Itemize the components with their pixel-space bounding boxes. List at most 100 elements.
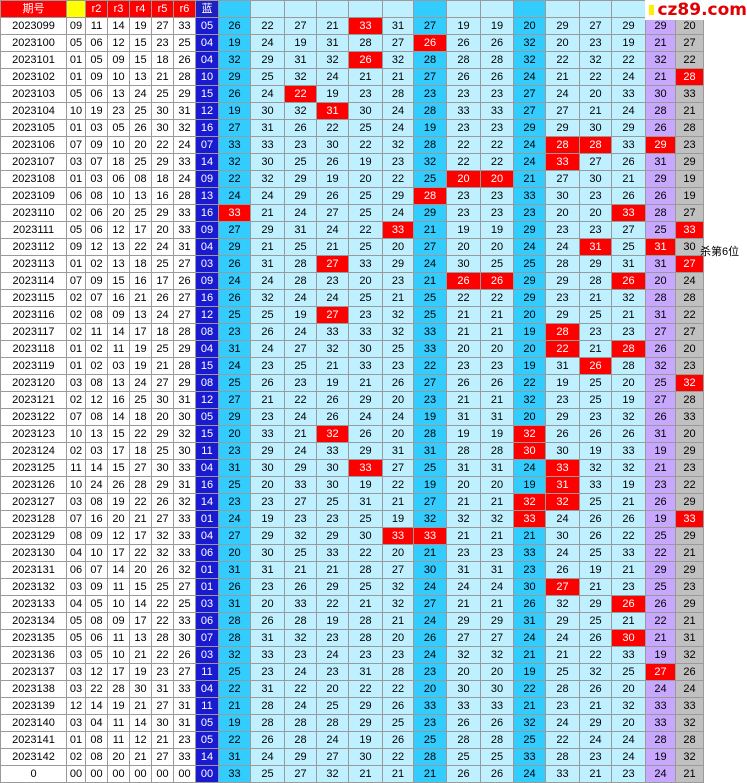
stat-cell: 23: [446, 357, 481, 375]
stat-cell: 20: [480, 340, 514, 358]
red-ball-cell: 19: [107, 697, 130, 715]
stat-cell: 25: [413, 289, 447, 307]
stat-cell: 25: [316, 697, 349, 715]
stat-cell-highlight: 28: [611, 340, 646, 358]
stat-cell: 25: [348, 289, 383, 307]
stat-cell: 31: [446, 459, 481, 477]
stat-cell: 31: [675, 629, 704, 647]
stat-cell: 21: [545, 68, 580, 86]
header-cell: [480, 0, 514, 18]
period-cell: 2023117: [0, 323, 67, 341]
stat-cell: 28: [250, 714, 285, 732]
red-ball-cell: 18: [129, 255, 152, 273]
stat-cell: 23: [413, 714, 447, 732]
stat-cell: 23: [480, 544, 514, 562]
stat-cell: 32: [284, 527, 317, 545]
stat-cell: 31: [545, 357, 580, 375]
stat-cell: 29: [579, 255, 612, 273]
stat-cell: 31: [218, 595, 251, 613]
stat-cell: 26: [284, 119, 317, 137]
stat-cell: 19: [413, 476, 447, 494]
header-cell: r6: [173, 0, 196, 18]
red-ball-cell: 29: [173, 340, 196, 358]
stat-cell: 23: [250, 357, 285, 375]
red-ball-cell: 02: [66, 748, 86, 766]
stat-cell: 25: [611, 238, 646, 256]
stat-cell: 28: [675, 119, 704, 137]
blue-ball-cell: 09: [195, 272, 219, 290]
stat-cell: 23: [579, 408, 612, 426]
stat-cell: 25: [284, 357, 317, 375]
stat-cell: 22: [382, 476, 414, 494]
stat-cell: 27: [480, 629, 514, 647]
stat-cell: 25: [250, 68, 285, 86]
red-ball-cell: 20: [107, 510, 130, 528]
red-ball-cell: 04: [66, 595, 86, 613]
stat-cell: 29: [413, 204, 447, 222]
stat-cell: 23: [446, 119, 481, 137]
stat-cell: 23: [446, 544, 481, 562]
period-cell: 2023106: [0, 136, 67, 154]
blue-ball-cell: 01: [195, 578, 219, 596]
stat-cell: 33: [218, 765, 251, 783]
stat-cell: 21: [316, 561, 349, 579]
stat-cell: 26: [675, 663, 704, 681]
stat-cell: 22: [348, 221, 383, 239]
stat-cell: 32: [382, 306, 414, 324]
stat-cell: 29: [545, 17, 580, 35]
stat-cell: 24: [413, 612, 447, 630]
red-ball-cell: 02: [66, 323, 86, 341]
stat-cell: 19: [446, 425, 481, 443]
stat-cell: 30: [579, 170, 612, 188]
stat-cell-highlight: 26: [480, 272, 514, 290]
stat-cell: 33: [413, 340, 447, 358]
stat-cell: 32: [316, 765, 349, 783]
stat-cell: 28: [250, 697, 285, 715]
red-ball-cell: 15: [107, 272, 130, 290]
stat-cell-highlight: 20: [480, 170, 514, 188]
stat-cell: 26: [645, 340, 676, 358]
stat-cell: 23: [480, 119, 514, 137]
blue-ball-cell: 14: [195, 153, 219, 171]
stat-cell: 30: [480, 680, 514, 698]
stat-cell: 22: [480, 289, 514, 307]
stat-cell: 23: [545, 221, 580, 239]
stat-cell: 33: [218, 136, 251, 154]
stat-cell: 24: [284, 204, 317, 222]
red-ball-cell: 23: [151, 663, 174, 681]
red-ball-cell: 33: [173, 748, 196, 766]
stat-cell: 26: [316, 391, 349, 409]
stat-cell: 23: [284, 136, 317, 154]
stat-cell: 20: [579, 85, 612, 103]
blue-ball-cell: 04: [195, 51, 219, 69]
stat-cell: 27: [413, 595, 447, 613]
red-ball-cell: 27: [151, 17, 174, 35]
stat-cell: 30: [545, 527, 580, 545]
stat-cell: 27: [545, 102, 580, 120]
period-cell: 2023128: [0, 510, 67, 528]
red-ball-cell: 01: [66, 51, 86, 69]
stat-cell: 21: [382, 493, 414, 511]
stat-cell: 25: [480, 748, 514, 766]
header-cell: r2: [85, 0, 108, 18]
stat-cell: 33: [250, 425, 285, 443]
stat-cell-highlight: 32: [513, 425, 546, 443]
period-cell: 2023119: [0, 357, 67, 375]
stat-cell: 23: [284, 646, 317, 664]
red-ball-cell: 28: [107, 680, 130, 698]
stat-cell: 26: [611, 187, 646, 205]
stat-cell: 22: [675, 51, 704, 69]
blue-ball-cell: 00: [195, 765, 219, 783]
stat-cell: 24: [316, 289, 349, 307]
stat-cell: 33: [611, 442, 646, 460]
table-row: 2023122 07 08 14 18 20 30 05 29 23 24 26 24 24 19 31 31 2…: [0, 408, 704, 426]
stat-cell: 29: [675, 561, 704, 579]
red-ball-cell: 18: [129, 408, 152, 426]
red-ball-cell: 18: [151, 170, 174, 188]
red-ball-cell: 15: [107, 459, 130, 477]
stat-cell: 32: [413, 510, 447, 528]
table-row: 2023129 08 09 12 17 32 33 04 27 29 32 29 30 33 33 21 21 2…: [0, 527, 704, 545]
stat-cell: 32: [382, 136, 414, 154]
red-ball-cell: 31: [173, 102, 196, 120]
stat-cell: 31: [645, 153, 676, 171]
